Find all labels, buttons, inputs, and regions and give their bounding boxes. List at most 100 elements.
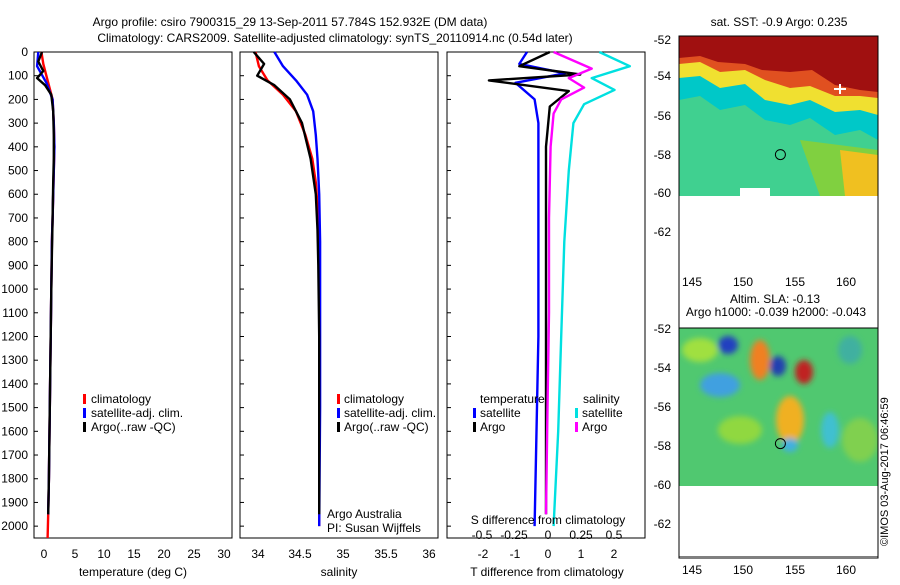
sdiff-xtick-0: 0 — [545, 528, 552, 542]
sdiff-xtick-025: 0.25 — [569, 528, 593, 542]
depth-axis-labels: 0 100 200 300 400 500 600 700 800 900 1000 1100 1200… — [1, 45, 28, 533]
sla-blob-2 — [718, 336, 738, 354]
sla-blob-11 — [718, 416, 762, 444]
legend-satellite-label: satellite-adj. clim. — [91, 406, 183, 420]
difference-legend: temperature salinity satellite Argo sate… — [473, 392, 623, 434]
legend-argo-label: Argo(..raw -QC) — [91, 420, 176, 434]
sst-map-title: sat. SST: -0.9 Argo: 0.235 — [711, 15, 848, 29]
sst-missing-patch — [740, 188, 770, 196]
depth-tick-label: 1500 — [1, 401, 28, 415]
legend-sal-satellite-swatch — [575, 408, 578, 418]
sal-xtick-34: 34 — [251, 547, 265, 561]
sla-ytick-58: -58 — [654, 439, 672, 453]
t-difference-x-axis-label: T difference from climatology — [470, 565, 624, 579]
sla-map-title2: Argo h1000: -0.039 h2000: -0.043 — [686, 305, 866, 319]
sla-blob-3 — [700, 373, 740, 397]
temp-xtick-15: 15 — [127, 547, 141, 561]
depth-tick-label: 1100 — [2, 306, 28, 320]
legend-temperature-head: temperature — [480, 392, 545, 406]
legend-temp-argo-label: Argo — [480, 420, 506, 434]
sla-y-tick-labels: -52 -54 -56 -58 -60 -62 — [654, 322, 672, 531]
legend-climatology-label: climatology — [91, 392, 151, 406]
sal-xtick-35-5: 35.5 — [374, 547, 398, 561]
sla-blob-7 — [776, 396, 804, 444]
sla-xtick-160: 160 — [836, 563, 856, 577]
depth-tick-label: 400 — [8, 140, 28, 154]
temp-xtick-20: 20 — [157, 547, 171, 561]
depth-tick-label: 2000 — [1, 519, 28, 533]
sal-legend-satellite-swatch — [337, 408, 340, 418]
sst-y-tick-labels: -52 -54 -56 -58 -60 -62 — [654, 33, 672, 239]
t-difference-tick-labels: -2 -1 0 1 2 — [478, 547, 618, 561]
sst-xtick-155: 155 — [785, 275, 805, 289]
figure-title-line2: Climatology: CARS2009. Satellite-adjuste… — [97, 31, 572, 45]
temp-xtick-30: 30 — [217, 547, 231, 561]
sal-climatology-line — [254, 51, 321, 527]
sst-argo-position-marker — [774, 149, 786, 161]
diff-sal-satellite-line — [552, 50, 631, 527]
sal-legend-satellite-label: satellite-adj. clim. — [344, 406, 436, 420]
salinity-x-axis-label: salinity — [321, 565, 358, 579]
sal-argo-line — [252, 51, 321, 515]
difference-panel-frame — [446, 51, 646, 539]
legend-sal-argo-label: Argo — [582, 420, 608, 434]
depth-tick-label: 1400 — [1, 377, 28, 391]
tdiff-xtick-0: 0 — [545, 547, 552, 561]
sst-ytick-62: -62 — [654, 225, 672, 239]
diff-temp-argo-line — [487, 50, 582, 515]
sdiff-xtick-05: 0.5 — [606, 528, 623, 542]
depth-tick-label: 1700 — [1, 448, 28, 462]
sal-legend-argo-label: Argo(..raw -QC) — [344, 420, 429, 434]
legend-sal-satellite-label: satellite — [582, 406, 623, 420]
temp-xtick-25: 25 — [187, 547, 201, 561]
sla-blob-5 — [770, 356, 786, 376]
legend-climatology-swatch — [83, 394, 86, 404]
temp-xtick-5: 5 — [72, 547, 79, 561]
sst-xtick-150: 150 — [733, 275, 753, 289]
temperature-profile-lines — [35, 51, 56, 539]
sst-satellite-marker — [834, 84, 846, 94]
sal-xtick-34-5: 34.5 — [288, 547, 312, 561]
salinity-panel-frame — [239, 51, 439, 539]
temperature-panel-frame — [33, 51, 233, 539]
sal-legend-climatology-label: climatology — [344, 392, 404, 406]
depth-tick-label: 700 — [8, 211, 28, 225]
legend-argo-swatch — [83, 422, 86, 432]
sst-ytick-60: -60 — [654, 186, 672, 200]
sst-red-band — [679, 36, 878, 92]
sdiff-xtick-m025: -0.25 — [500, 528, 528, 542]
sst-ytick-56: -56 — [654, 109, 672, 123]
depth-tick-label: 1900 — [1, 495, 28, 509]
sst-x-tick-labels: 145 150 155 160 — [682, 275, 856, 289]
sla-blob-9 — [821, 412, 839, 448]
temperature-x-axis-label: temperature (deg C) — [79, 565, 187, 579]
sal-xtick-35: 35 — [336, 547, 350, 561]
depth-tick-label: 500 — [8, 164, 28, 178]
temp-xtick-10: 10 — [97, 547, 111, 561]
sla-map-title1: Altim. SLA: -0.13 — [730, 292, 820, 306]
temperature-x-tick-labels: 0 5 10 15 20 25 30 — [41, 547, 231, 561]
sal-legend-argo-swatch — [337, 422, 340, 432]
salinity-legend: climatology satellite-adj. clim. Argo(..… — [337, 392, 436, 434]
difference-profile-lines — [487, 50, 631, 527]
legend-satellite-swatch — [83, 408, 86, 418]
depth-tick-label: 600 — [8, 187, 28, 201]
temp-xtick-0: 0 — [41, 547, 48, 561]
sla-xtick-155: 155 — [785, 563, 805, 577]
salinity-x-tick-labels: 34 34.5 35 35.5 36 — [251, 547, 436, 561]
legend-sal-argo-swatch — [575, 422, 578, 432]
depth-tick-label: 900 — [8, 258, 28, 272]
sla-argo-position-marker — [774, 438, 786, 450]
salinity-profile-lines — [252, 51, 322, 527]
sdiff-xtick-m05: -0.5 — [472, 528, 493, 542]
tdiff-xtick-m1: -1 — [510, 547, 521, 561]
sla-xtick-145: 145 — [682, 563, 702, 577]
sst-yellow-patch — [840, 150, 878, 196]
sla-xtick-150: 150 — [733, 563, 753, 577]
sla-ytick-52: -52 — [654, 322, 672, 336]
sla-ytick-60: -60 — [654, 478, 672, 492]
argo-australia-note: Argo Australia — [327, 507, 402, 521]
temperature-legend: climatology satellite-adj. clim. Argo(..… — [83, 392, 183, 434]
